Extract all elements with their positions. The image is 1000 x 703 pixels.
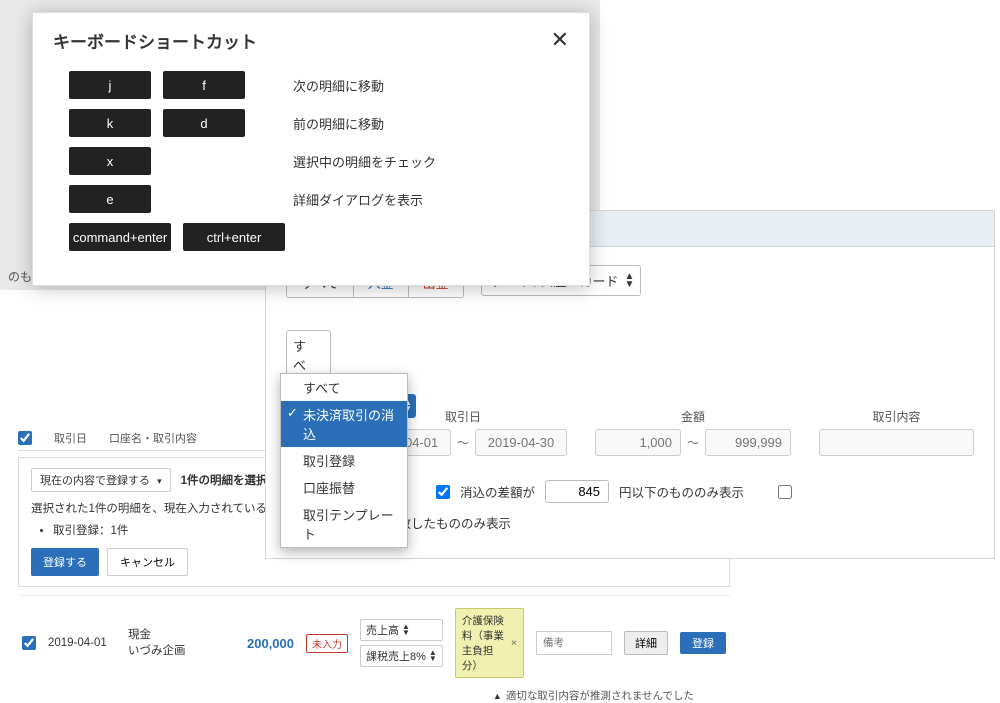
autorule-checkbox[interactable]: [778, 485, 792, 499]
tag-chip[interactable]: 介護保険料（事業主負担分） ×: [455, 608, 524, 678]
key-cap: j: [69, 71, 151, 99]
range-sep: 〜: [687, 434, 699, 451]
table-row: 2019-04-01 現金 いづみ企画 200,000 未入力 売上高▲▼ 課税…: [18, 595, 730, 684]
keyboard-shortcuts-modal: キーボードショートカット ✕ jf 次の明細に移動 kd 前の明細に移動 x 選択中の明細…: [32, 12, 590, 286]
label-content: 取引内容: [819, 408, 974, 425]
category-dropdown: すべて未決済取引の消込取引登録口座振替取引テンプレート: [280, 373, 408, 548]
key-desc: 選択中の明細をチェック: [293, 152, 436, 171]
row-account: 現金 いづみ企画: [128, 627, 204, 659]
amount-from-input[interactable]: [595, 429, 681, 456]
diff-suffix: 円以下のもののみ表示: [619, 482, 744, 501]
dropdown-item[interactable]: 取引テンプレート: [281, 501, 407, 547]
tag-remove-icon[interactable]: ×: [511, 637, 517, 649]
key-desc: 次の明細に移動: [293, 76, 384, 95]
select-all-checkbox[interactable]: [18, 431, 32, 445]
dropdown-item[interactable]: 口座振替: [281, 474, 407, 501]
register-current-button[interactable]: 現在の内容で登録する ▾: [31, 468, 171, 492]
status-badge: 未入力: [306, 634, 348, 653]
tax-select[interactable]: 課税売上8%▲▼: [360, 645, 443, 667]
modal-title: キーボードショートカット: [53, 28, 257, 53]
diff-amount-input[interactable]: [545, 480, 609, 503]
key-cap: ctrl+enter: [183, 223, 285, 251]
row-date: 2019-04-01: [48, 637, 116, 649]
updown-icon: ▲▼: [625, 273, 633, 289]
category-select[interactable]: 売上高▲▼: [360, 619, 443, 641]
dropdown-item[interactable]: すべて: [281, 374, 407, 401]
warning-text: 適切な取引内容が推測されませんでした: [18, 688, 730, 703]
diff-label: 消込の差額が: [460, 482, 535, 501]
modal-body: jf 次の明細に移動 kd 前の明細に移動 x 選択中の明細をチェック e 詳細ダイアログを表…: [33, 59, 589, 285]
key-desc: 前の明細に移動: [293, 114, 384, 133]
key-cap: x: [69, 147, 151, 175]
key-cap: d: [163, 109, 245, 137]
col-date: 取引日: [54, 430, 87, 446]
label-blank: [286, 312, 331, 326]
diff-checkbox[interactable]: [436, 485, 450, 499]
key-cap: f: [163, 71, 245, 99]
range-sep: 〜: [457, 434, 469, 451]
row-amount: 200,000: [216, 636, 294, 651]
key-desc: 詳細ダイアログを表示: [293, 190, 423, 209]
key-cap: k: [69, 109, 151, 137]
close-icon[interactable]: ✕: [551, 27, 569, 53]
col-acct: 口座名・取引内容: [109, 430, 197, 446]
memo-input[interactable]: [536, 631, 612, 655]
key-cap: command+enter: [69, 223, 171, 251]
dropdown-item[interactable]: 取引登録: [281, 447, 407, 474]
label-amount: 金額: [595, 408, 791, 425]
key-cap: e: [69, 185, 151, 213]
cancel-button[interactable]: キャンセル: [107, 548, 188, 576]
row-register-button[interactable]: 登録: [680, 632, 726, 654]
content-input[interactable]: [819, 429, 974, 456]
dropdown-item[interactable]: 未決済取引の消込: [281, 401, 407, 447]
amount-to-input[interactable]: [705, 429, 791, 456]
register-button[interactable]: 登録する: [31, 548, 99, 576]
date-to-input[interactable]: [475, 429, 567, 456]
detail-button[interactable]: 詳細: [624, 631, 668, 655]
